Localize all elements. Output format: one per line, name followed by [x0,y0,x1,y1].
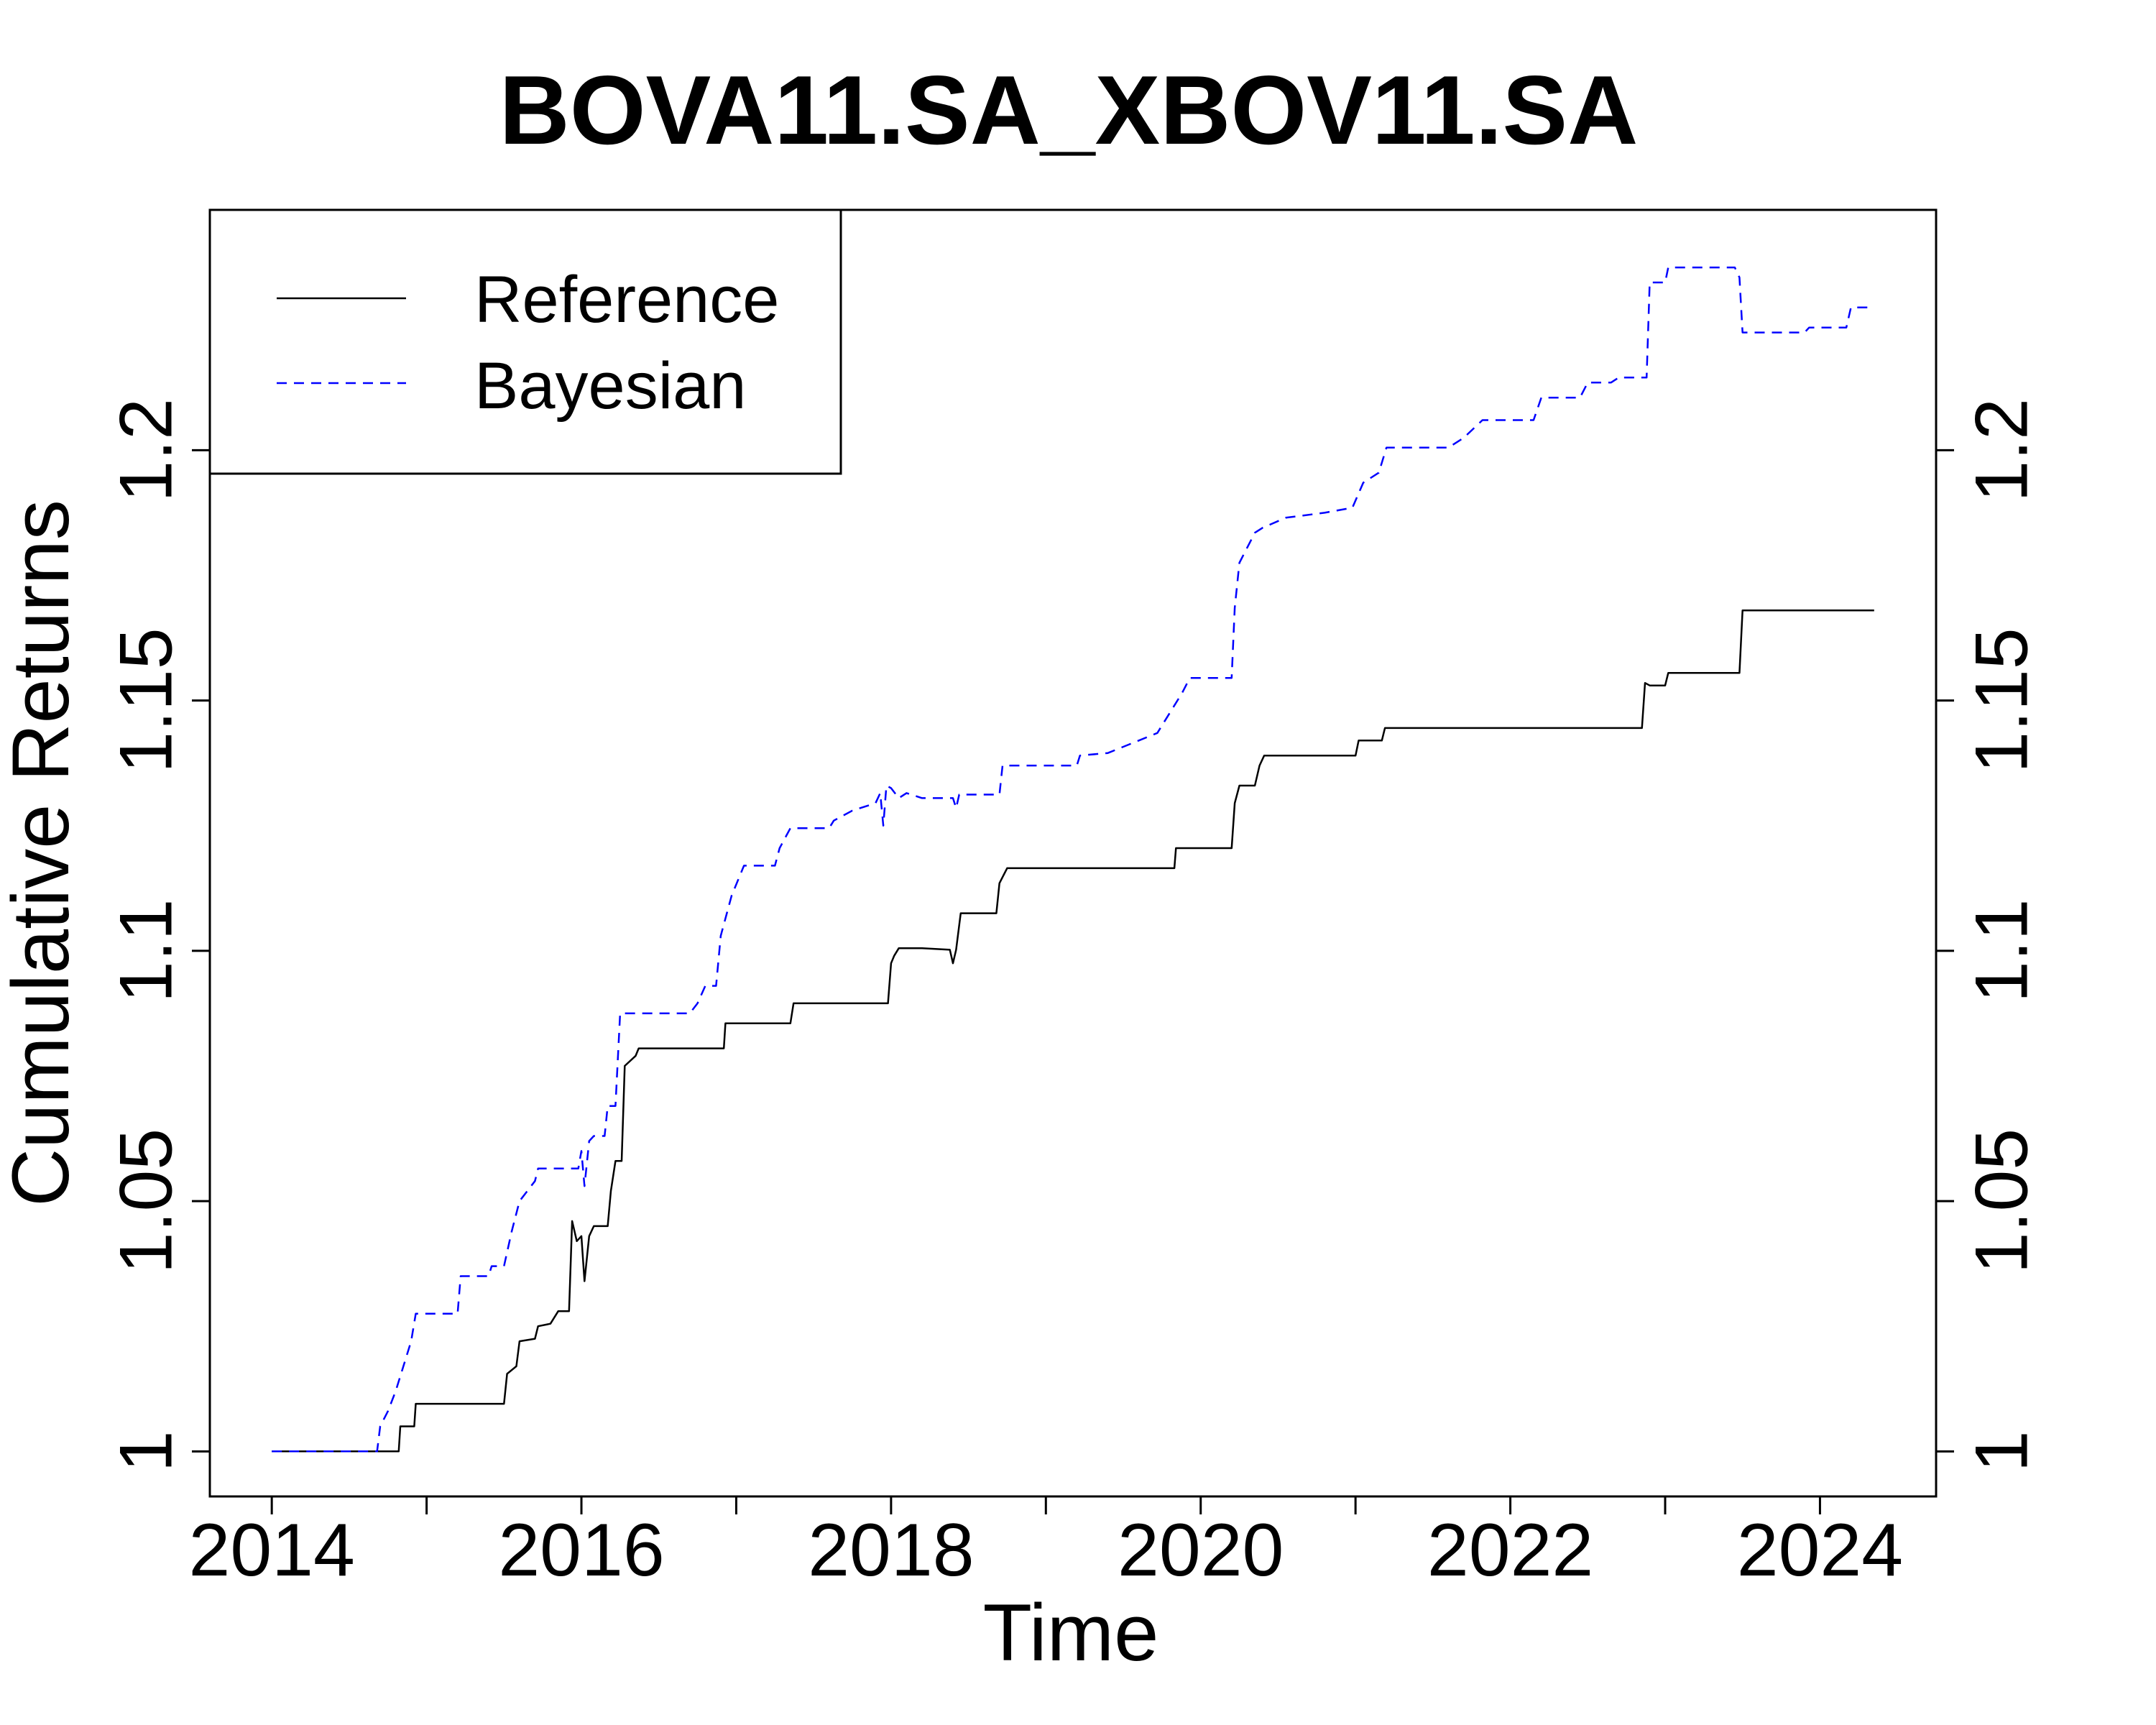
plot-area-frame [208,208,1938,1498]
y-tick-label-right: 1.15 [1960,627,2043,773]
y-tick-label-right: 1 [1960,1430,2043,1472]
x-tick-label: 2024 [1737,1509,1903,1592]
x-tick-label: 2016 [498,1509,664,1592]
chart-title: BOVA11.SA_XBOV11.SA [499,55,1639,165]
y-axis-left: 1 1.05 1.1 1.15 1.2 [104,398,210,1472]
x-axis: 2014 2016 2018 2020 2022 2024 [188,1496,1903,1592]
y-tick-label-left: 1 [104,1430,188,1472]
legend-label-bayesian: Bayesian [474,349,746,423]
y-tick-label-right: 1.05 [1960,1128,2043,1274]
x-tick-label: 2020 [1118,1509,1284,1592]
y-tick-label-left: 1.1 [104,899,188,1003]
series-line-bayesian [272,266,1874,1453]
series-layer [272,266,1874,1453]
y-tick-label-right: 1.1 [1960,899,2043,1003]
x-tick-label: 2018 [808,1509,974,1592]
series-line-reference [272,609,1874,1453]
y-axis-right: 1 1.05 1.1 1.15 1.2 [1936,398,2043,1472]
x-tick-label: 2022 [1427,1509,1593,1592]
y-tick-label-left: 1.15 [104,627,188,773]
legend-label-reference: Reference [474,263,779,336]
y-tick-label-left: 1.2 [104,398,188,502]
legend: Reference Bayesian [208,208,842,475]
y-axis-label: Cumulative Returns [0,500,86,1207]
x-tick-label: 2014 [188,1509,354,1592]
y-tick-label-right: 1.2 [1960,398,2043,502]
legend-box [208,208,842,475]
y-tick-label-left: 1.05 [104,1128,188,1274]
x-axis-label: Time [983,1588,1159,1678]
